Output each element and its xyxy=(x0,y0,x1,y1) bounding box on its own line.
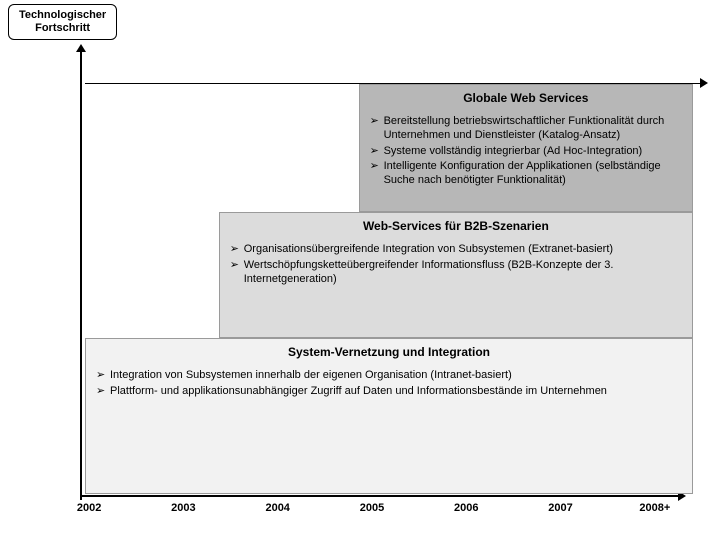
bullet-text: Wertschöpfungsketteübergreifender Inform… xyxy=(244,259,682,287)
bullet-text: Intelligente Konfiguration der Applikati… xyxy=(384,160,682,188)
bullet-arrow-icon: ➢ xyxy=(96,369,110,383)
stage3-bullets: ➢Bereitstellung betriebswirtschaftlicher… xyxy=(360,109,692,198)
stage1-bullets: ➢Integration von Subsystemen innerhalb d… xyxy=(86,363,692,409)
y-axis-title-line2: Fortschritt xyxy=(35,22,90,34)
bullet-arrow-icon: ➢ xyxy=(230,243,244,257)
stage3-title: Globale Web Services xyxy=(360,85,692,109)
bullet-arrow-icon: ➢ xyxy=(370,160,384,174)
x-axis-line xyxy=(80,495,680,497)
stage2-title: Web-Services für B2B-Szenarien xyxy=(220,213,692,237)
bullet-text: Systeme vollständig integrierbar (Ad Hoc… xyxy=(384,145,682,159)
bullet-arrow-icon: ➢ xyxy=(230,259,244,273)
y-axis-arrow xyxy=(76,44,86,52)
bullet-item: ➢Wertschöpfungsketteübergreifender Infor… xyxy=(230,259,682,287)
y-axis-title-line1: Technologischer xyxy=(19,9,106,21)
stage1-panel: System-Vernetzung und Integration ➢Integr… xyxy=(85,338,693,494)
x-tick: 2005 xyxy=(325,502,419,522)
bullet-arrow-icon: ➢ xyxy=(96,385,110,399)
x-axis-ticks: 2002200320042005200620072008+ xyxy=(42,502,702,522)
bullet-item: ➢Intelligente Konfiguration der Applikat… xyxy=(370,160,682,188)
stage1-title: System-Vernetzung und Integration xyxy=(86,339,692,363)
x-tick: 2003 xyxy=(136,502,230,522)
x-tick: 2006 xyxy=(419,502,513,522)
stage2-panel: Web-Services für B2B-Szenarien ➢Organisat… xyxy=(219,212,693,338)
bullet-item: ➢Systeme vollständig integrierbar (Ad Ho… xyxy=(370,145,682,159)
bullet-item: ➢Plattform- und applikationsunabhängiger… xyxy=(96,385,682,399)
x-tick: 2002 xyxy=(42,502,136,522)
bullet-arrow-icon: ➢ xyxy=(370,115,384,129)
bullet-item: ➢Integration von Subsystemen innerhalb d… xyxy=(96,369,682,383)
x-tick: 2007 xyxy=(513,502,607,522)
y-axis-line xyxy=(80,50,82,500)
x-tick: 2004 xyxy=(231,502,325,522)
bullet-item: ➢Bereitstellung betriebswirtschaftlicher… xyxy=(370,115,682,143)
x-tick: 2008+ xyxy=(608,502,702,522)
stage3-panel: Globale Web Services➢Bereitstellung betr… xyxy=(359,84,693,212)
bullet-text: Integration von Subsystemen innerhalb de… xyxy=(110,369,682,383)
bullet-text: Bereitstellung betriebswirtschaftlicher … xyxy=(384,115,682,143)
top-guide-arrow xyxy=(700,78,708,88)
stage2-bullets: ➢Organisationsübergreifende Integration … xyxy=(220,237,692,296)
bullet-arrow-icon: ➢ xyxy=(370,145,384,159)
bullet-text: Organisationsübergreifende Integration v… xyxy=(244,243,682,257)
plot-area: Globale Web Services➢Bereitstellung betr… xyxy=(85,84,693,494)
y-axis-title: Technologischer Fortschritt xyxy=(8,4,117,40)
bullet-item: ➢Organisationsübergreifende Integration … xyxy=(230,243,682,257)
bullet-text: Plattform- und applikationsunabhängiger … xyxy=(110,385,682,399)
